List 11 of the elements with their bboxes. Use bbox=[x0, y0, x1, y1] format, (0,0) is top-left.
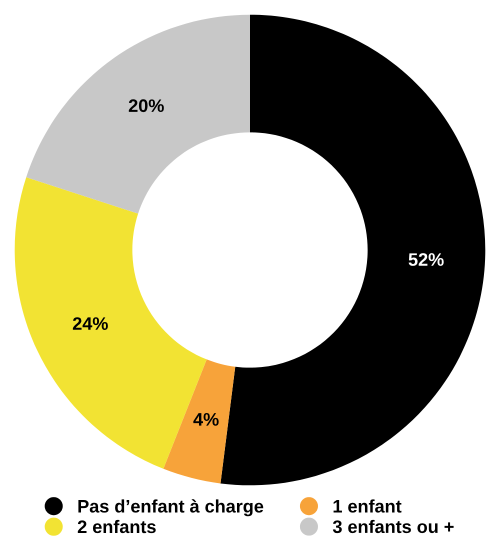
donut-slice bbox=[220, 14, 486, 486]
legend-label: 1 enfant bbox=[334, 499, 402, 513]
data-label: 24% bbox=[72, 317, 108, 330]
data-label: 4% bbox=[193, 413, 219, 426]
legend-label: 3 enfants ou + bbox=[332, 520, 454, 534]
donut-slice bbox=[163, 359, 236, 484]
legend-label: 2 enfants bbox=[78, 520, 156, 534]
data-label: 20% bbox=[128, 99, 164, 112]
data-label: 52% bbox=[408, 253, 444, 266]
legend-label: Pas d’enfant à charge bbox=[78, 499, 264, 516]
donut-slice bbox=[26, 14, 250, 214]
